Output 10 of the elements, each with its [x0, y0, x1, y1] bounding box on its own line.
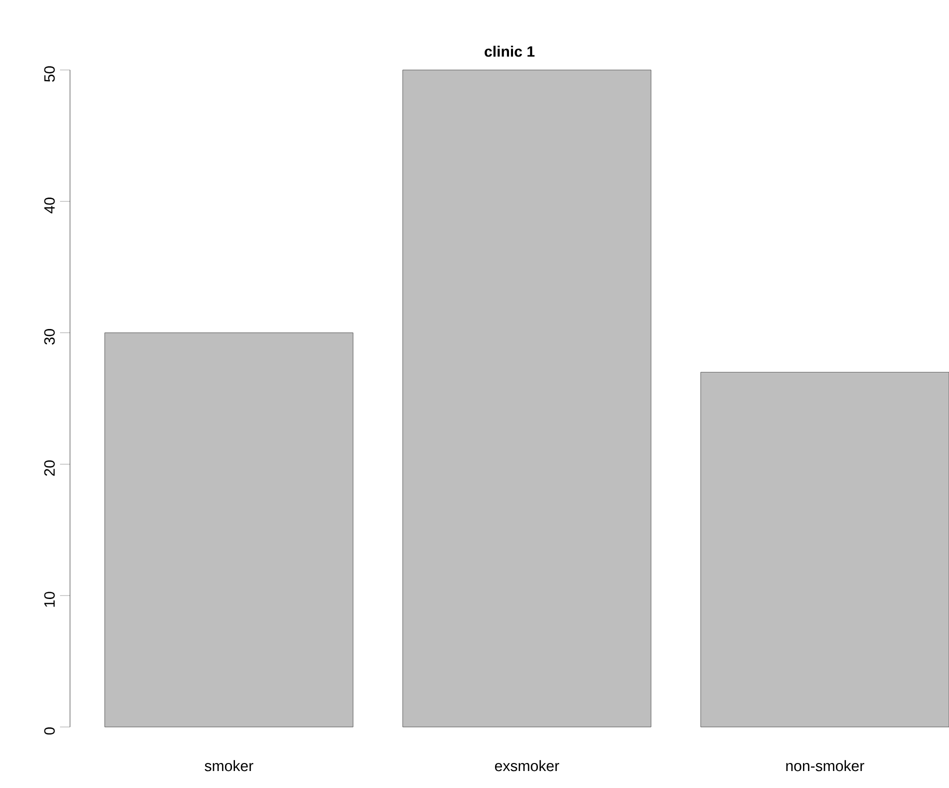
y-tick-label: 30 — [44, 329, 55, 345]
chart-title: clinic 1 — [484, 46, 535, 57]
x-tick-label: non-smoker — [786, 760, 864, 772]
y-tick-label: 40 — [44, 198, 55, 214]
y-tick-label: 10 — [44, 592, 55, 607]
x-tick-label: exsmoker — [495, 760, 560, 772]
y-tick-label: 20 — [44, 460, 55, 476]
x-tick-label: smoker — [204, 760, 254, 772]
y-tick-label: 0 — [44, 727, 55, 735]
y-tick-label: 50 — [44, 66, 55, 82]
